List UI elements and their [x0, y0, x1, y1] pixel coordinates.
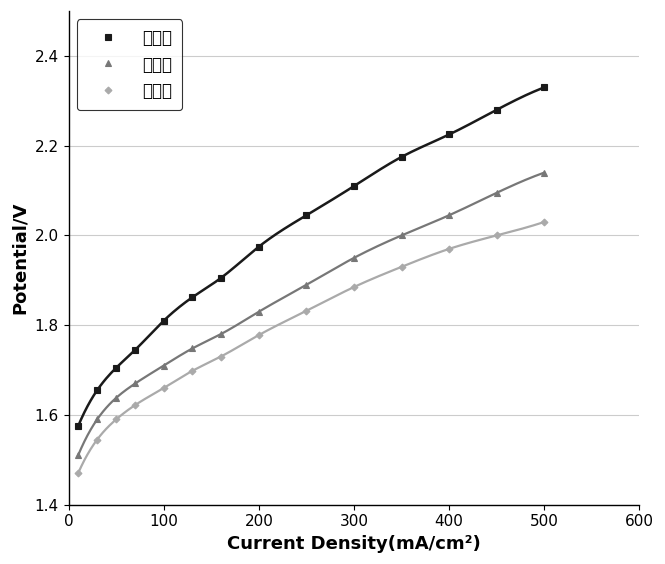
实例三 — [303, 307, 311, 314]
实例二 — [93, 416, 101, 423]
实例二 — [188, 345, 196, 352]
实例三 — [188, 368, 196, 374]
实例一 — [398, 153, 406, 160]
实例一 — [303, 212, 311, 219]
实例三 — [255, 332, 263, 338]
X-axis label: Current Density(mA/cm²): Current Density(mA/cm²) — [227, 535, 481, 553]
实例二 — [131, 380, 139, 387]
实例三 — [131, 402, 139, 408]
实例一 — [74, 422, 82, 429]
实例一 — [255, 243, 263, 250]
实例一 — [350, 183, 358, 190]
实例二 — [445, 212, 453, 219]
实例三 — [112, 416, 120, 423]
Legend: 实例一, 实例二, 实例三: 实例一, 实例二, 实例三 — [77, 19, 182, 110]
实例一 — [93, 387, 101, 394]
实例一 — [131, 346, 139, 353]
实例二 — [398, 232, 406, 239]
实例一 — [160, 318, 168, 324]
实例三 — [398, 263, 406, 270]
实例三 — [93, 436, 101, 443]
实例一 — [217, 275, 225, 281]
实例二 — [493, 190, 501, 196]
实例二 — [303, 281, 311, 288]
Y-axis label: Potential/V: Potential/V — [11, 202, 29, 314]
实例二 — [217, 331, 225, 337]
Line: 实例二: 实例二 — [75, 170, 547, 459]
实例三 — [350, 284, 358, 290]
实例三 — [493, 232, 501, 239]
实例二 — [350, 254, 358, 261]
Line: 实例一: 实例一 — [75, 84, 547, 429]
实例二 — [540, 169, 548, 176]
实例一 — [493, 107, 501, 113]
实例一 — [188, 294, 196, 301]
实例二 — [112, 394, 120, 401]
实例二 — [74, 452, 82, 459]
实例一 — [112, 364, 120, 371]
实例三 — [160, 385, 168, 391]
实例一 — [540, 84, 548, 91]
实例二 — [255, 309, 263, 315]
实例三 — [74, 470, 82, 477]
Line: 实例三: 实例三 — [76, 219, 547, 475]
实例三 — [445, 245, 453, 252]
实例一 — [445, 131, 453, 138]
实例二 — [160, 362, 168, 369]
实例三 — [217, 353, 225, 360]
实例三 — [540, 219, 548, 226]
